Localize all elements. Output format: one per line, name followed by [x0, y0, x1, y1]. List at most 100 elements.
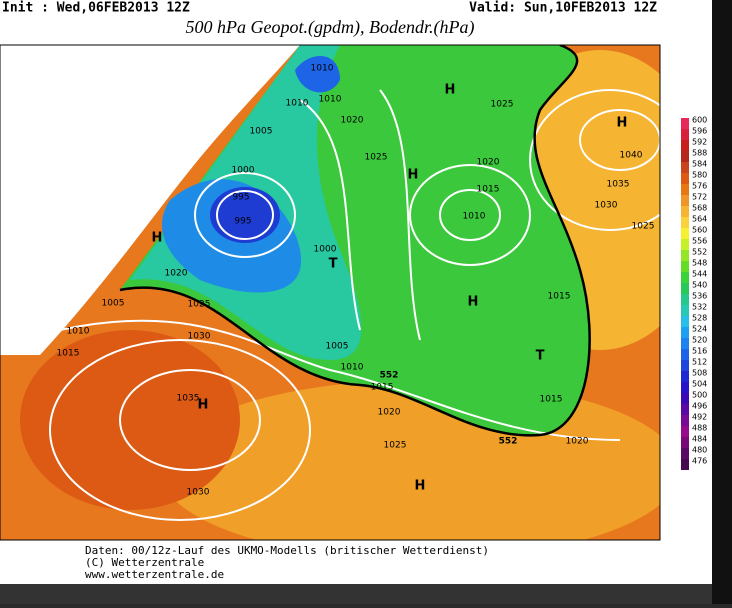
- isobar-label: 1020: [566, 437, 589, 447]
- no-data-area: [0, 45, 300, 355]
- legend-swatch: [681, 382, 689, 393]
- legend-label: 596: [692, 127, 707, 136]
- legend-swatch: [681, 283, 689, 294]
- map-field: [20, 330, 240, 510]
- isobar-label: 1030: [187, 488, 210, 498]
- pressure-center: H: [152, 231, 163, 246]
- isobar-label: 1015: [57, 349, 80, 359]
- isobar-label: 1005: [102, 299, 125, 309]
- legend-label: 508: [692, 369, 707, 378]
- legend-label: 552: [692, 248, 707, 257]
- map-field: [210, 187, 280, 243]
- legend-label: 592: [692, 138, 707, 147]
- isobar-label: 1040: [620, 151, 643, 161]
- pressure-center: H: [617, 116, 628, 131]
- legend-label: 504: [692, 380, 707, 389]
- legend-label: 544: [692, 270, 707, 279]
- legend-swatch: [681, 228, 689, 239]
- legend-swatch: [681, 162, 689, 173]
- isobar-label: 1015: [477, 185, 500, 195]
- isobar-label: 1020: [341, 116, 364, 126]
- isobar-label: 1020: [378, 408, 401, 418]
- isobar-label: 1010: [341, 363, 364, 373]
- isobar-label: 1010: [319, 95, 342, 105]
- legend-swatch: [681, 393, 689, 404]
- pressure-center: H: [198, 398, 209, 413]
- isobar-label: 1000: [314, 245, 337, 255]
- isobar-label: 1015: [371, 383, 394, 393]
- legend-label: 556: [692, 237, 707, 246]
- bottom-border: [0, 584, 712, 604]
- legend-swatch: [681, 206, 689, 217]
- isobar-label: 1020: [165, 269, 188, 279]
- legend-swatch: [681, 415, 689, 426]
- right-border: [712, 0, 732, 604]
- legend-swatch: [681, 459, 689, 470]
- legend-label: 600: [692, 116, 707, 125]
- isobar-label: 1015: [548, 292, 571, 302]
- contour-552: [119, 45, 591, 437]
- legend-swatch: [681, 404, 689, 415]
- legend-label: 516: [692, 347, 707, 356]
- legend-label: 548: [692, 259, 707, 268]
- footer-line: www.wetterzentrale.de: [85, 568, 224, 581]
- legend-swatch: [681, 371, 689, 382]
- legend-label: 488: [692, 424, 707, 433]
- pressure-center: H: [445, 83, 456, 98]
- legend-swatch: [681, 118, 689, 129]
- legend-label: 528: [692, 314, 707, 323]
- isobar-label: 1010: [67, 327, 90, 337]
- legend-swatch: [681, 140, 689, 151]
- isobar-label: 1010: [311, 64, 334, 74]
- legend-label: 484: [692, 435, 707, 444]
- legend-swatch: [681, 184, 689, 195]
- legend-label: 480: [692, 446, 707, 455]
- isobar-label: 1035: [607, 180, 630, 190]
- legend-label: 532: [692, 303, 707, 312]
- legend-swatch: [681, 327, 689, 338]
- isobar-label: 1000: [232, 166, 255, 176]
- legend-swatch: [681, 305, 689, 316]
- pressure-center: T: [329, 257, 338, 272]
- isobar-label: 995: [232, 193, 249, 203]
- legend-label: 496: [692, 402, 707, 411]
- legend-label: 588: [692, 149, 707, 158]
- contour-label: 552: [499, 437, 518, 447]
- legend-swatch: [681, 272, 689, 283]
- legend-swatch: [681, 349, 689, 360]
- isobar-label: 1035: [177, 394, 200, 404]
- legend-label: 580: [692, 171, 707, 180]
- legend-swatch: [681, 239, 689, 250]
- legend-label: 492: [692, 413, 707, 422]
- isobar-label: 1015: [540, 395, 563, 405]
- legend-label: 476: [692, 457, 707, 466]
- color-legend: 600 596 592 588 584 580 576 572 568 564 560 556 552 5…: [681, 116, 707, 470]
- legend-label: 512: [692, 358, 707, 367]
- map-field: [295, 56, 340, 93]
- isobars: [49, 89, 660, 521]
- legend-label: 524: [692, 325, 707, 334]
- legend-swatch: [681, 338, 689, 349]
- isobar-label: 1005: [326, 342, 349, 352]
- isobar-label: 1025: [384, 441, 407, 451]
- legend-swatch: [681, 250, 689, 261]
- isobar-label: 1025: [632, 222, 655, 232]
- legend-swatch: [681, 129, 689, 140]
- isobar-label: 1010: [463, 212, 486, 222]
- isobar-label: 1030: [595, 201, 618, 211]
- isobar-label: 995: [234, 217, 251, 227]
- isobar-label: 1005: [250, 127, 273, 137]
- valid-time: Valid: Sun,10FEB2013 12Z: [469, 1, 657, 16]
- legend-swatch: [681, 426, 689, 437]
- map-title: 500 hPa Geopot.(gpdm), Bodendr.(hPa): [186, 17, 475, 38]
- map-frame: [0, 44, 661, 541]
- pressure-center: H: [415, 479, 426, 494]
- init-time: Init : Wed,06FEB2013 12Z: [2, 1, 190, 16]
- isobar-label: 1020: [477, 158, 500, 168]
- legend-swatch: [681, 195, 689, 206]
- legend-swatch: [681, 437, 689, 448]
- legend-label: 560: [692, 226, 707, 235]
- isobar-label: 1025: [188, 300, 211, 310]
- legend-label: 576: [692, 182, 707, 191]
